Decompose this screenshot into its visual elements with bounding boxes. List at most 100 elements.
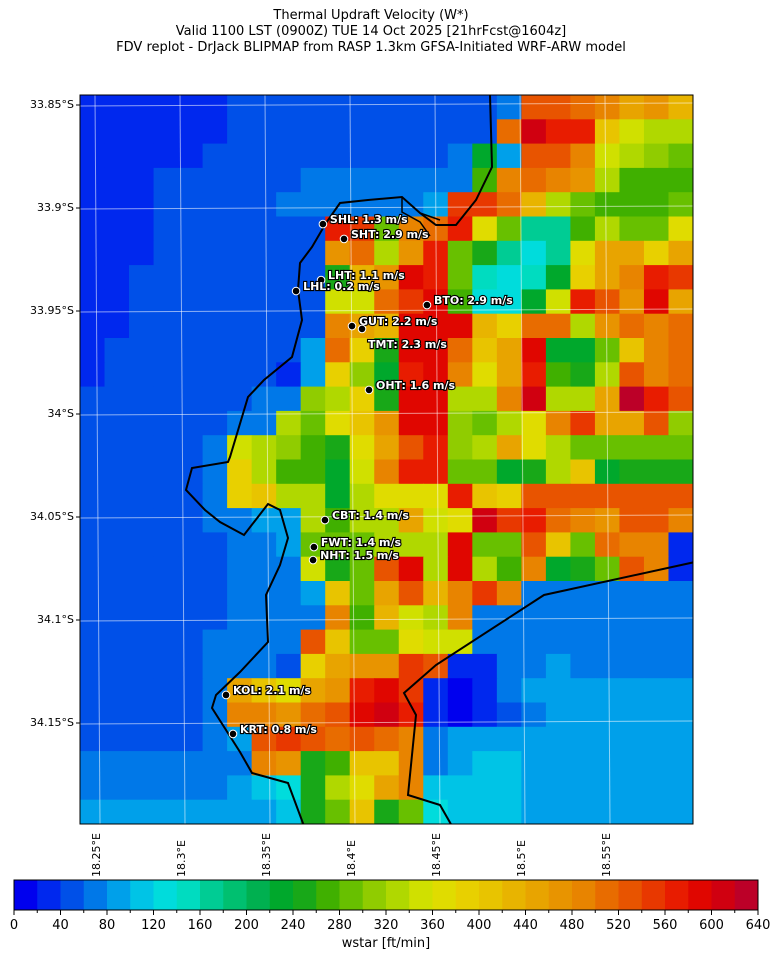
- heatmap-cell: [276, 216, 302, 242]
- heatmap-cell: [300, 678, 326, 704]
- heatmap-cell: [153, 265, 179, 290]
- heatmap-cell: [325, 702, 351, 728]
- heatmap-cell: [668, 289, 693, 315]
- station-bto[interactable]: BTO: 2.9 m/s: [422, 293, 514, 310]
- colorbar-swatch: [502, 880, 526, 910]
- heatmap-cell: [398, 435, 424, 461]
- heatmap-cell: [643, 167, 670, 193]
- heatmap-cell: [668, 143, 693, 169]
- colorbar-tick-label: 200: [234, 918, 259, 933]
- heatmap-cell: [447, 629, 473, 655]
- station-cbt[interactable]: CBT: 1.4 m/s: [320, 508, 410, 525]
- heatmap-cell: [276, 410, 302, 436]
- colorbar-label: wstar [ft/min]: [341, 936, 431, 951]
- heatmap-cell: [300, 605, 326, 631]
- heatmap-cell: [227, 605, 253, 631]
- heatmap-cell: [643, 289, 670, 315]
- heatmap-cell: [80, 702, 106, 728]
- station-dot-icon: [339, 234, 349, 244]
- heatmap-cell: [472, 265, 498, 290]
- heatmap-cell: [521, 678, 547, 704]
- station-lht[interactable]: LHT: 1.1 m/s: [316, 268, 406, 285]
- station-label: LHT: 1.1 m/s: [328, 269, 405, 282]
- heatmap-cell: [349, 143, 375, 169]
- heatmap-cell: [153, 192, 179, 218]
- heatmap-cell: [227, 459, 253, 485]
- heatmap-cell: [374, 605, 400, 631]
- heatmap-cell: [251, 410, 277, 436]
- lon-label: 18.25°E: [90, 833, 103, 877]
- heatmap-cell: [325, 508, 351, 533]
- colorbar-swatch: [711, 880, 736, 910]
- heatmap-cell: [668, 192, 693, 218]
- heatmap-cell: [545, 338, 571, 363]
- heatmap-cell: [570, 338, 596, 363]
- station-kol[interactable]: KOL: 2.1 m/s: [221, 683, 313, 700]
- heatmap-cell: [472, 410, 498, 436]
- heatmap-cell: [619, 265, 645, 290]
- station-shl[interactable]: SHL: 1.3 m/s: [318, 212, 409, 229]
- colorbar-swatch: [130, 880, 154, 910]
- heatmap-cell: [227, 289, 253, 315]
- heatmap-cell: [545, 751, 571, 776]
- heatmap-cell: [545, 775, 571, 801]
- heatmap-cell: [545, 95, 571, 120]
- heatmap-cell: [80, 119, 106, 145]
- heatmap-cell: [570, 483, 596, 509]
- heatmap-cell: [349, 702, 375, 728]
- heatmap-cell: [619, 192, 645, 218]
- colorbar: [13, 879, 759, 915]
- heatmap-cell: [300, 410, 326, 436]
- heatmap-cell: [202, 556, 228, 582]
- heatmap-cell: [423, 775, 449, 801]
- heatmap-cell: [80, 216, 106, 242]
- heatmap-cell: [251, 435, 277, 461]
- heatmap-cell: [251, 751, 277, 776]
- heatmap-cell: [129, 435, 155, 461]
- lon-gridline: [264, 95, 271, 824]
- heatmap-cell: [545, 702, 571, 728]
- heatmap-cell: [202, 483, 228, 509]
- heatmap-cell: [374, 751, 400, 776]
- heatmap-cell: [668, 338, 693, 363]
- heatmap-cell: [80, 167, 106, 193]
- station-dot-icon: [228, 729, 238, 739]
- station-gut[interactable]: GUT: 2.2 m/s: [347, 314, 439, 331]
- heatmap-cell: [570, 678, 596, 704]
- station-oht[interactable]: OHT: 1.6 m/s: [364, 378, 457, 395]
- heatmap-cell: [104, 289, 130, 315]
- station-lhl[interactable]: LHL: 0.2 m/s: [291, 279, 381, 296]
- heatmap-cell: [472, 508, 498, 533]
- heatmap-cell: [570, 240, 596, 266]
- heatmap-cell: [80, 508, 106, 533]
- heatmap-cell: [325, 386, 351, 412]
- heatmap-cell: [619, 240, 645, 266]
- heatmap-cell: [104, 751, 130, 776]
- heatmap-cell: [545, 143, 571, 169]
- heatmap-cell: [521, 167, 547, 193]
- station-krt[interactable]: KRT: 0.8 m/s: [228, 722, 319, 739]
- station-nht[interactable]: NHT: 1.5 m/s: [308, 548, 401, 565]
- heatmap-cell: [202, 653, 228, 679]
- heatmap-cell: [668, 386, 693, 412]
- heatmap-cell: [619, 605, 645, 631]
- heatmap-cell: [104, 265, 130, 290]
- heatmap-cell: [153, 775, 179, 801]
- heatmap-cell: [129, 143, 155, 169]
- heatmap-cell: [129, 556, 155, 582]
- heatmap-cell: [545, 289, 571, 315]
- colorbar-swatch: [316, 880, 340, 910]
- heatmap-cell: [349, 410, 375, 436]
- station-sht[interactable]: SHT: 2.9 m/s: [339, 227, 430, 244]
- lat-label: 34.05°S: [30, 510, 74, 523]
- heatmap-cell: [276, 192, 302, 218]
- heatmap-cell: [668, 459, 693, 485]
- heatmap-cell: [325, 653, 351, 679]
- colorbar-tick-label: 240: [280, 918, 306, 933]
- heatmap-cell: [423, 435, 449, 461]
- heatmap-cell: [374, 265, 400, 290]
- heatmap-cell: [423, 751, 449, 776]
- station-tmt[interactable]: TMT: 2.3 m/s: [357, 324, 449, 352]
- heatmap-cell: [80, 240, 106, 266]
- station-fwt[interactable]: FWT: 1.4 m/s: [309, 535, 403, 552]
